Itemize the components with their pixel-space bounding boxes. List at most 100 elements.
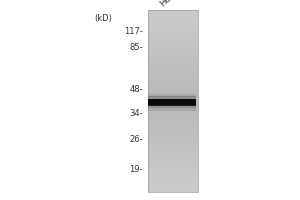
Bar <box>148 134 198 135</box>
Bar <box>148 39 198 40</box>
Bar <box>148 179 198 180</box>
Bar <box>148 67 198 68</box>
Bar <box>148 185 198 186</box>
Bar <box>148 139 198 140</box>
Bar <box>148 173 198 174</box>
Bar <box>148 11 198 12</box>
Bar <box>148 86 198 88</box>
Bar <box>148 93 198 94</box>
Bar <box>148 181 198 182</box>
Bar <box>148 79 198 80</box>
Bar <box>148 152 198 153</box>
Bar <box>148 147 198 148</box>
Bar <box>148 129 198 130</box>
Bar <box>148 174 198 175</box>
Bar <box>148 191 198 192</box>
Bar <box>148 10 198 11</box>
Bar <box>148 56 198 57</box>
Bar <box>148 103 198 105</box>
Bar <box>148 163 198 164</box>
Bar <box>148 114 198 116</box>
Text: 48-: 48- <box>129 86 143 95</box>
Text: 117-: 117- <box>124 27 143 36</box>
Bar <box>148 188 198 190</box>
Bar <box>148 51 198 52</box>
Bar <box>148 170 198 171</box>
Bar <box>148 74 198 76</box>
Bar <box>148 49 198 50</box>
Bar <box>148 156 198 157</box>
Bar <box>148 101 198 102</box>
Bar <box>148 12 198 14</box>
Bar <box>148 148 198 150</box>
Bar <box>148 85 198 86</box>
Bar <box>148 37 198 38</box>
Bar <box>148 96 198 97</box>
Bar <box>148 118 198 119</box>
Bar <box>148 109 198 111</box>
Bar <box>148 140 198 141</box>
Bar <box>148 52 198 54</box>
Bar <box>148 59 198 60</box>
Bar <box>148 50 198 51</box>
Bar <box>148 171 198 173</box>
Bar <box>148 130 198 131</box>
Bar <box>148 105 196 108</box>
Bar <box>148 42 198 43</box>
Bar <box>148 190 198 191</box>
Bar <box>148 106 198 107</box>
Bar <box>148 33 198 34</box>
Bar <box>148 108 196 110</box>
Bar <box>148 113 198 114</box>
Bar <box>148 25 198 26</box>
Bar <box>148 169 198 170</box>
Bar <box>148 40 198 42</box>
Bar <box>148 84 198 85</box>
Bar <box>148 142 198 143</box>
Bar <box>148 35 198 37</box>
Bar <box>148 38 198 39</box>
Bar <box>148 184 198 185</box>
Bar <box>148 57 198 59</box>
Bar <box>148 65 198 66</box>
Bar <box>148 154 198 156</box>
Bar <box>148 108 198 109</box>
Bar <box>148 95 198 96</box>
Bar <box>148 146 198 147</box>
Bar <box>148 137 198 139</box>
Bar <box>148 125 198 126</box>
Bar <box>148 71 198 72</box>
Bar <box>148 82 198 83</box>
Bar <box>148 135 198 136</box>
Bar <box>148 164 198 165</box>
Text: HuvEc: HuvEc <box>158 0 183 8</box>
Bar <box>148 159 198 160</box>
Bar <box>148 162 198 163</box>
Bar <box>148 150 198 151</box>
Bar <box>148 96 196 99</box>
Bar <box>148 157 198 158</box>
Bar <box>148 88 198 89</box>
Bar <box>148 123 198 124</box>
Bar <box>148 111 198 112</box>
Bar <box>148 26 198 27</box>
Bar <box>148 10 198 192</box>
Bar <box>148 99 198 100</box>
Bar <box>148 131 198 133</box>
Bar <box>148 133 198 134</box>
Bar <box>148 168 198 169</box>
Bar <box>148 102 198 103</box>
Bar <box>148 14 198 15</box>
Text: (kD): (kD) <box>94 14 112 23</box>
Bar <box>148 20 198 21</box>
Bar <box>148 22 198 23</box>
Bar <box>148 151 198 152</box>
Bar <box>148 126 198 128</box>
Bar <box>148 153 198 154</box>
Bar <box>148 136 198 137</box>
Bar <box>148 60 198 61</box>
Bar <box>148 145 198 146</box>
Bar <box>148 80 198 82</box>
Bar <box>148 17 198 18</box>
Bar <box>148 48 198 49</box>
